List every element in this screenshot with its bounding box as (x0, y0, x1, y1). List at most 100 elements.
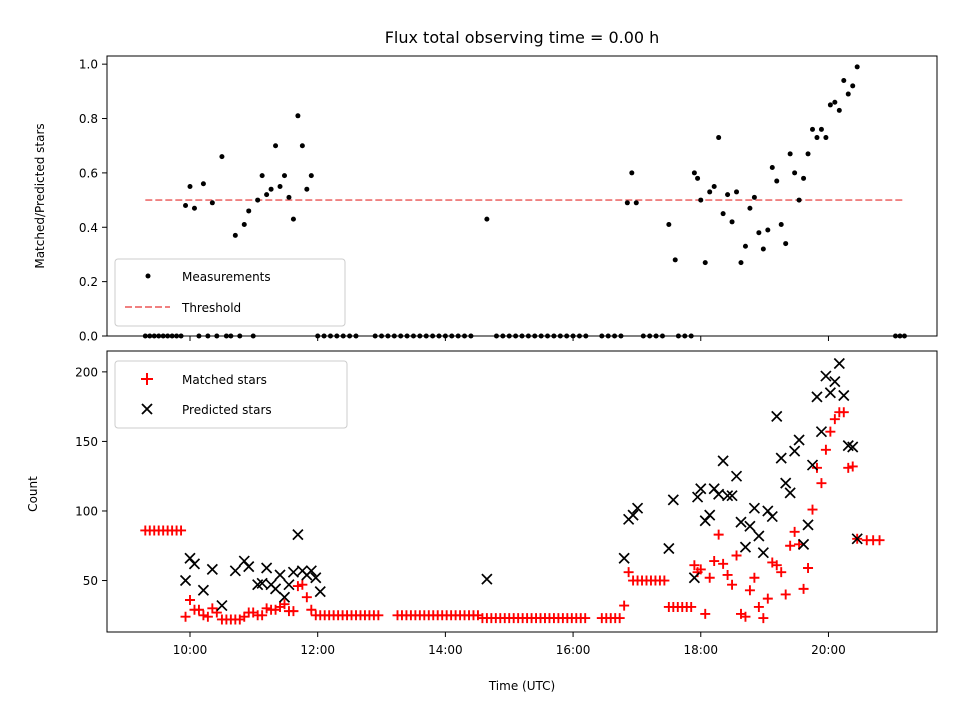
predicted-star-point (824, 387, 836, 399)
measurement-point (629, 170, 635, 176)
matched-star-point (731, 550, 742, 561)
measurement-point (191, 205, 197, 211)
measurement-point (187, 183, 193, 189)
predicted-star-point (310, 572, 322, 584)
predicted-star-point (691, 491, 704, 503)
matched-star-point (288, 606, 299, 617)
matched-star-point (776, 567, 787, 578)
predicted-star-point (261, 562, 273, 574)
measurement-point (672, 257, 678, 263)
predicted-star-point (838, 389, 850, 402)
predicted-star-point (179, 574, 192, 587)
measurement-point (850, 83, 856, 89)
measurement-point (264, 192, 270, 198)
top-y-axis: 0.0 0.2 0.4 0.6 0.8 1.0 (79, 58, 107, 344)
measurement-point (805, 151, 811, 157)
predicted-star-point (481, 573, 493, 585)
measurement-point (255, 197, 261, 203)
bottom-y-tick-label: 150 (75, 435, 98, 449)
matched-star-point (820, 444, 831, 455)
predicted-star-point (726, 490, 738, 502)
predicted-star-point (197, 584, 210, 596)
predicted-star-point (667, 494, 679, 506)
legend-measurements-label: Measurements (182, 270, 271, 284)
measurement-point (787, 151, 793, 157)
matched-star-point (659, 575, 670, 586)
predicted-star-point (243, 561, 255, 573)
matched-star-point (718, 558, 729, 569)
measurement-point (484, 216, 490, 222)
predicted-star-point (283, 579, 295, 591)
measurement-point (778, 222, 784, 228)
top-y-axis-label: Matched/Predicted stars (33, 123, 47, 268)
matched-star-point (758, 613, 769, 624)
matched-star-point (373, 610, 384, 621)
predicted-star-point (775, 452, 787, 464)
bottom-y-tick-label: 50 (83, 574, 98, 588)
bottom-data-layer (140, 357, 885, 625)
matched-star-point (211, 607, 222, 618)
measurement-point (747, 205, 753, 211)
predicted-star-point (713, 488, 725, 500)
predicted-star-point (704, 509, 716, 521)
predicted-star-point (287, 566, 300, 578)
measurement-point (756, 230, 762, 236)
matched-star-point (825, 426, 836, 437)
measurement-point (273, 143, 279, 149)
predicted-star-point (757, 547, 769, 559)
measurement-point (183, 203, 189, 209)
predicted-star-point (717, 455, 729, 467)
matched-star-point (700, 608, 711, 619)
measurement-point (792, 170, 798, 176)
matched-star-point (803, 563, 814, 574)
measurement-point (691, 170, 697, 176)
bottom-x-tick-label: 20:00 (811, 643, 846, 657)
matched-star-point (292, 581, 303, 592)
predicted-star-point (229, 565, 241, 577)
predicted-star-point (815, 426, 828, 438)
matched-star-point (623, 567, 634, 578)
measurement-point (854, 64, 860, 70)
predicted-star-point (744, 520, 756, 532)
top-y-tick-label: 0.4 (79, 221, 98, 235)
predicted-star-point (216, 599, 228, 612)
predicted-star-point (305, 565, 317, 577)
legend-matched-label: Matched stars (182, 373, 267, 387)
matched-star-point (727, 579, 738, 590)
measurement-point (783, 241, 789, 247)
measurement-point (277, 183, 283, 189)
predicted-star-point (793, 434, 805, 446)
matched-star-point (614, 613, 625, 624)
measurement-point (232, 232, 238, 238)
measurement-point (796, 197, 802, 203)
predicted-star-point (688, 572, 700, 584)
matched-star-point (722, 569, 733, 580)
predicted-star-point (278, 591, 291, 603)
predicted-star-point (188, 558, 201, 570)
chart-title: Flux total observing time = 0.00 h (385, 28, 660, 47)
top-legend: Measurements Threshold (114, 258, 346, 327)
measurement-point (698, 197, 704, 203)
predicted-star-point (256, 577, 268, 589)
measurement-point (801, 175, 807, 181)
predicted-star-point (695, 483, 707, 495)
bottom-x-axis: 10:00 12:00 14:00 16:00 18:00 20:00 (173, 632, 846, 657)
matched-star-point (193, 604, 204, 615)
matched-star-point (180, 611, 191, 622)
measurement-point (734, 189, 740, 195)
measurement-point (836, 107, 842, 113)
matched-star-point (847, 461, 858, 472)
matched-star-point (709, 556, 720, 567)
measurement-point (666, 222, 672, 228)
predicted-star-point (766, 510, 778, 523)
legend-predicted-label: Predicted stars (182, 403, 272, 417)
measurement-point (818, 126, 824, 132)
matched-star-point (749, 572, 760, 583)
predicted-star-point (618, 552, 630, 564)
matched-star-point (619, 600, 630, 611)
predicted-star-point (851, 533, 863, 545)
top-y-tick-label: 0.0 (79, 330, 98, 344)
matched-star-point (798, 583, 809, 594)
predicted-star-point (730, 470, 743, 482)
